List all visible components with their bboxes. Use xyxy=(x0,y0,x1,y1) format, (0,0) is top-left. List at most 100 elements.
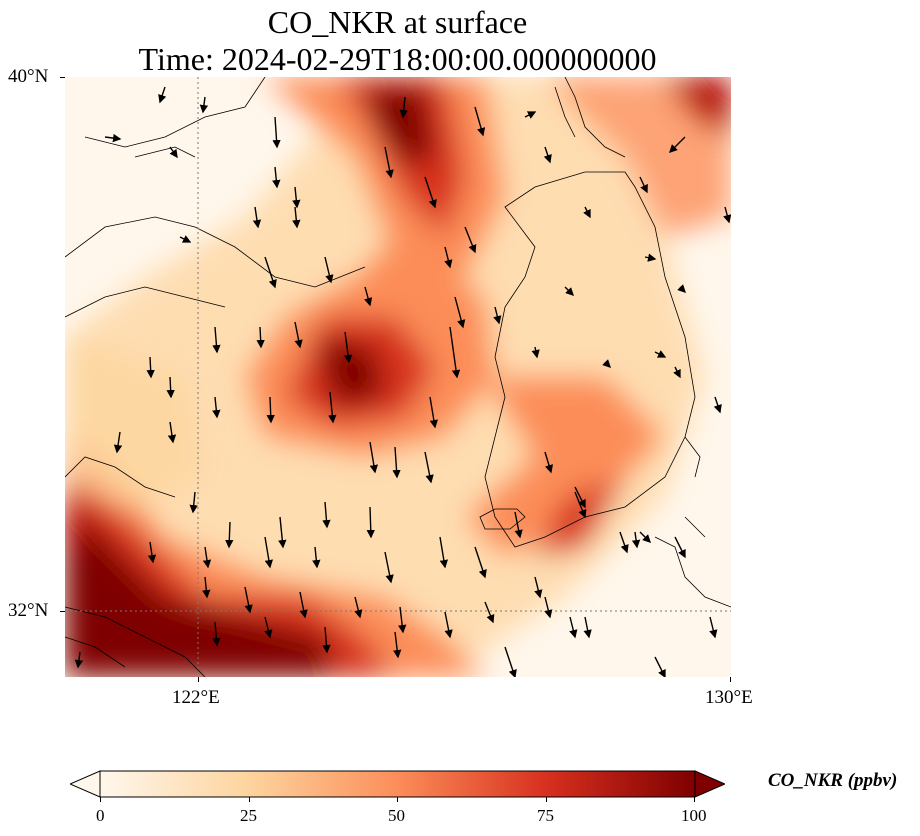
wind-arrow xyxy=(354,596,363,619)
wind-arrow xyxy=(74,651,84,669)
wind-arrow xyxy=(639,176,648,194)
colorbar-tick xyxy=(100,797,101,802)
wind-arrow xyxy=(474,546,487,579)
wind-arrow xyxy=(278,516,287,549)
wind-arrow xyxy=(639,531,651,543)
wind-arrow xyxy=(574,491,587,519)
wind-arrow xyxy=(252,206,262,229)
wind-arrow xyxy=(202,546,212,569)
wind-arrow xyxy=(244,586,253,614)
wind-arrow xyxy=(104,133,122,143)
wind-arrow xyxy=(713,396,722,414)
wind-arrow xyxy=(544,451,554,474)
wind-arrow xyxy=(564,286,574,296)
wind-arrow xyxy=(167,421,177,444)
wind-arrow xyxy=(569,616,578,639)
colorbar-label-75: 75 xyxy=(537,806,554,825)
wind-arrow xyxy=(677,284,686,293)
wind-arrow xyxy=(449,326,461,379)
colorbar-title: CO_NKR (ppbv) xyxy=(768,770,898,791)
wind-arrow xyxy=(544,596,553,619)
wind-arrow xyxy=(322,501,331,529)
wind-arrow xyxy=(654,656,666,677)
wind-arrow xyxy=(392,446,401,479)
colorbar-tick xyxy=(546,797,547,802)
coastlines xyxy=(65,77,731,677)
x-tick-label-122e: 122°E xyxy=(172,687,220,708)
y-tick-mark xyxy=(60,77,65,78)
colorbar-label-50: 50 xyxy=(388,806,405,825)
wind-arrow xyxy=(364,286,373,307)
wind-arrow xyxy=(531,346,540,359)
wind-arrow xyxy=(474,106,486,137)
x-tick-mark xyxy=(198,677,199,682)
map-plot xyxy=(65,77,731,677)
colorbar-tick xyxy=(694,797,695,802)
wind-arrow xyxy=(602,359,611,368)
gridlines xyxy=(65,77,731,677)
map-title: CO_NKR at surface xyxy=(267,4,528,40)
wind-arrow xyxy=(454,296,466,329)
wind-arrow xyxy=(158,86,167,104)
wind-arrow xyxy=(424,451,434,484)
wind-arrow xyxy=(343,331,353,364)
colorbar-label-25: 25 xyxy=(240,806,257,825)
wind-arrow xyxy=(292,186,301,209)
wind-arrow xyxy=(397,606,407,634)
wind-arrow xyxy=(256,326,265,349)
colorbar-extend-max xyxy=(694,770,725,798)
concentration-field xyxy=(65,77,731,677)
colorbar-label-0: 0 xyxy=(96,806,105,825)
wind-arrow xyxy=(294,321,303,349)
wind-arrow xyxy=(199,96,209,114)
wind-arrow xyxy=(147,541,157,564)
wind-arrow xyxy=(534,576,543,599)
wind-arrow xyxy=(484,601,495,624)
wind-arrow xyxy=(619,531,629,554)
wind-arrow xyxy=(146,356,155,379)
wind-arrow xyxy=(169,146,178,159)
colorbar-tick xyxy=(249,797,250,802)
x-tick-mark xyxy=(730,677,731,682)
wind-arrow xyxy=(574,486,586,509)
wind-arrow xyxy=(424,176,437,209)
wind-arrow xyxy=(514,511,523,539)
wind-arrow xyxy=(292,206,301,229)
y-tick-label-32n: 32°N xyxy=(8,600,49,621)
colorbar-extend-min xyxy=(70,770,101,798)
wind-arrow xyxy=(212,396,221,419)
wind-arrow xyxy=(493,306,502,325)
wind-arrow xyxy=(272,166,281,189)
wind-arrow xyxy=(113,431,123,454)
wind-arrow xyxy=(444,611,453,639)
wind-arrow xyxy=(264,256,277,289)
colorbar-gradient xyxy=(99,770,696,798)
wind-arrow xyxy=(166,376,175,399)
y-tick-mark xyxy=(60,611,65,612)
wind-arrow xyxy=(399,96,408,119)
wind-arrow xyxy=(674,536,686,559)
wind-arrow xyxy=(212,621,221,647)
wind-arrow xyxy=(328,391,337,424)
wind-arrow xyxy=(299,591,308,619)
wind-arrow xyxy=(366,506,375,539)
wind-arrow xyxy=(644,253,657,262)
wind-arrow xyxy=(439,536,448,569)
wind-arrow xyxy=(583,206,591,219)
wind-arrow xyxy=(264,536,273,569)
wind-arrow xyxy=(189,491,198,514)
colorbar-label-100: 100 xyxy=(681,806,707,825)
wind-arrow xyxy=(324,256,334,284)
wind-arrow xyxy=(312,546,321,569)
wind-arrow xyxy=(504,646,517,677)
wind-arrow xyxy=(202,576,211,599)
wind-arrow xyxy=(673,366,681,379)
wind-arrow xyxy=(369,441,378,474)
wind-arrow xyxy=(464,226,477,254)
wind-arrow xyxy=(709,616,718,639)
wind-arrow xyxy=(322,626,331,654)
wind-arrow xyxy=(723,206,731,224)
wind-arrow xyxy=(631,531,641,549)
wind-arrow xyxy=(266,396,275,424)
wind-arrow xyxy=(384,551,394,584)
